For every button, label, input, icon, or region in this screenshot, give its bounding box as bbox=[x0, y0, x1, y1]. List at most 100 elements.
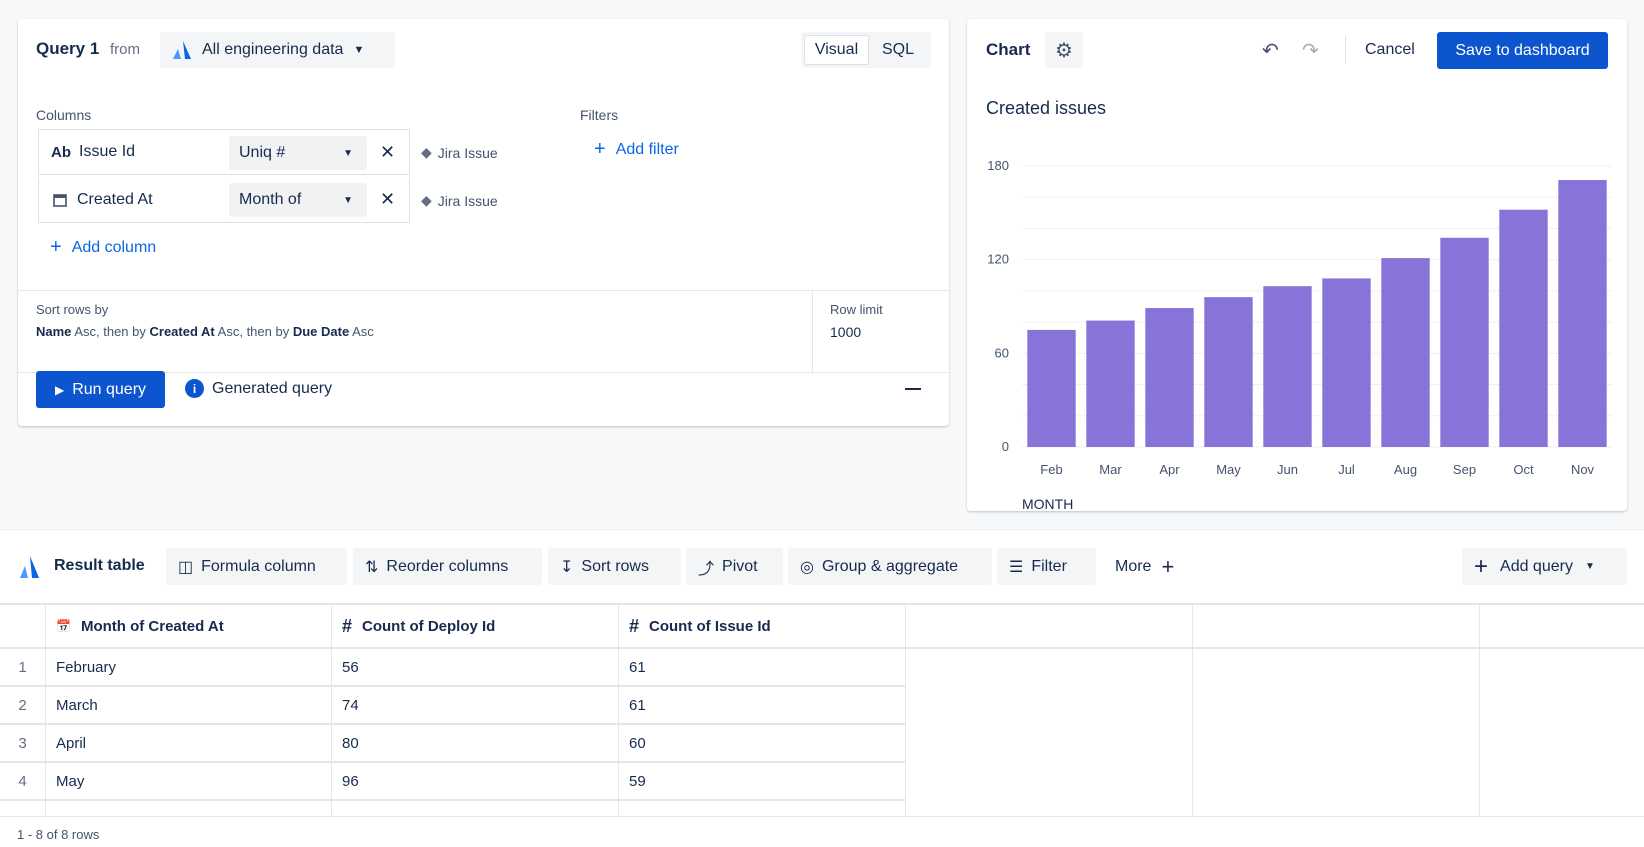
add-column-label: Add column bbox=[71, 239, 157, 256]
column-row[interactable]: Created At Month of ▼ ✕ bbox=[38, 177, 410, 223]
chart-panel: Chart ⚙ ↶ ↷ Cancel Save to dashboard Cre… bbox=[967, 19, 1627, 511]
tool-label: Sort rows bbox=[581, 557, 649, 575]
plus-icon: + bbox=[1474, 552, 1489, 580]
sort-rows-button[interactable]: ↧ Sort rows bbox=[548, 548, 681, 585]
column-header[interactable]: 📅 Month of Created At bbox=[46, 605, 332, 649]
source-select[interactable]: All engineering data ▼ bbox=[160, 32, 395, 68]
sort-summary[interactable]: Name Asc, then by Created At Asc, then b… bbox=[36, 324, 374, 339]
empty-cell[interactable] bbox=[906, 687, 1193, 725]
remove-column-icon[interactable]: ✕ bbox=[380, 141, 396, 162]
empty-cell[interactable] bbox=[1193, 687, 1480, 725]
add-query-button[interactable]: + Add query ▼ bbox=[1462, 548, 1627, 585]
empty-cell[interactable] bbox=[906, 763, 1193, 801]
row-number: 3 bbox=[0, 725, 46, 763]
empty-cell[interactable] bbox=[906, 801, 1193, 816]
empty-cell[interactable] bbox=[1480, 801, 1644, 816]
empty-cell[interactable] bbox=[906, 725, 1193, 763]
pivot-icon: ⤴ bbox=[698, 560, 715, 578]
empty-cell[interactable] bbox=[1480, 763, 1644, 801]
table-cell[interactable] bbox=[619, 801, 906, 816]
empty-cell[interactable] bbox=[906, 649, 1193, 687]
empty-cell[interactable] bbox=[1193, 649, 1480, 687]
cell-text: May bbox=[56, 772, 85, 790]
table-cell[interactable]: 96 bbox=[332, 763, 619, 801]
row-limit-input[interactable]: 1000 bbox=[830, 324, 862, 340]
add-column-button[interactable]: + Add column bbox=[50, 236, 157, 258]
reorder-columns-button[interactable]: ⇅ Reorder columns bbox=[353, 548, 542, 585]
more-label: More bbox=[1115, 557, 1152, 575]
table-cell[interactable] bbox=[332, 801, 619, 816]
empty-cell[interactable] bbox=[1480, 687, 1644, 725]
bar bbox=[1145, 308, 1194, 447]
play-icon: ▶ bbox=[54, 382, 65, 397]
empty-cell[interactable] bbox=[1193, 763, 1480, 801]
source-label: All engineering data bbox=[202, 41, 344, 58]
save-to-dashboard-button[interactable]: Save to dashboard bbox=[1437, 32, 1608, 69]
undo-icon[interactable]: ↶ bbox=[1262, 40, 1279, 62]
table-cell[interactable]: 74 bbox=[332, 687, 619, 725]
cell-text: 96 bbox=[342, 772, 359, 790]
table-cell[interactable]: April bbox=[46, 725, 332, 763]
table-cell[interactable]: 60 bbox=[619, 725, 906, 763]
more-button[interactable]: More + bbox=[1103, 548, 1186, 585]
table-cell[interactable]: 61 bbox=[619, 687, 906, 725]
column-header[interactable]: # Count of Deploy Id bbox=[332, 605, 619, 649]
collapse-icon[interactable] bbox=[905, 388, 921, 390]
cell-text: 61 bbox=[629, 658, 646, 676]
y-tick-label: 60 bbox=[995, 345, 1009, 360]
column-header[interactable]: # Count of Issue Id bbox=[619, 605, 906, 649]
empty-cell[interactable] bbox=[1480, 725, 1644, 763]
run-query-label: Run query bbox=[72, 380, 147, 398]
bar bbox=[1204, 297, 1253, 447]
aggregation-select[interactable]: Month of ▼ bbox=[229, 183, 367, 217]
table-cell[interactable]: 56 bbox=[332, 649, 619, 687]
table-cell[interactable]: 59 bbox=[619, 763, 906, 801]
redo-icon[interactable]: ↷ bbox=[1302, 40, 1319, 62]
gear-icon[interactable]: ⚙ bbox=[1045, 32, 1083, 68]
filters-label: Filters bbox=[580, 107, 619, 123]
chart-title: Chart bbox=[986, 40, 1031, 59]
pivot-button[interactable]: ⤴ Pivot bbox=[686, 548, 783, 585]
plus-icon: + bbox=[50, 236, 62, 258]
cell-text: Count of Deploy Id bbox=[362, 617, 496, 635]
jira-diamond-icon: ◆ bbox=[421, 144, 432, 160]
group-aggregate-button[interactable]: ◎ Group & aggregate bbox=[788, 548, 992, 585]
cell-text: 59 bbox=[629, 772, 646, 790]
table-cell[interactable]: 80 bbox=[332, 725, 619, 763]
add-filter-button[interactable]: + Add filter bbox=[594, 138, 679, 160]
tab-visual[interactable]: Visual bbox=[804, 35, 869, 65]
aggregation-value: Month of bbox=[239, 191, 302, 208]
cell-text: 4 bbox=[18, 772, 27, 790]
x-axis-label: MONTH bbox=[1022, 496, 1073, 509]
number-icon: # bbox=[342, 615, 353, 636]
table-cell[interactable] bbox=[46, 801, 332, 816]
sort-dir: Asc bbox=[352, 324, 374, 339]
number-icon: # bbox=[629, 615, 640, 636]
chevron-down-icon: ▼ bbox=[353, 44, 365, 56]
calendar-icon bbox=[53, 193, 67, 207]
table-cell[interactable]: February bbox=[46, 649, 332, 687]
info-icon: i bbox=[185, 379, 204, 398]
formula-column-button[interactable]: ◫ Formula column bbox=[166, 548, 347, 585]
generated-query-toggle[interactable]: i Generated query bbox=[185, 379, 332, 398]
row-limit-label: Row limit bbox=[830, 302, 883, 317]
run-query-button[interactable]: ▶ Run query bbox=[36, 371, 165, 408]
filter-button[interactable]: ☰ Filter bbox=[997, 548, 1096, 585]
filter-icon: ☰ bbox=[1009, 558, 1024, 576]
chevron-down-icon: ▼ bbox=[1584, 561, 1595, 572]
tab-sql[interactable]: SQL bbox=[881, 41, 914, 58]
table-cell[interactable]: 61 bbox=[619, 649, 906, 687]
table-cell[interactable]: March bbox=[46, 687, 332, 725]
plus-icon: + bbox=[594, 138, 606, 160]
empty-cell[interactable] bbox=[1480, 649, 1644, 687]
row-number: 2 bbox=[0, 687, 46, 725]
remove-column-icon[interactable]: ✕ bbox=[380, 189, 396, 209]
column-row[interactable]: Ab Issue Id Uniq # ▼ ✕ bbox=[38, 129, 410, 175]
empty-cell[interactable] bbox=[1193, 725, 1480, 763]
x-tick-label: Oct bbox=[1513, 462, 1534, 477]
aggregation-select[interactable]: Uniq # ▼ bbox=[229, 136, 367, 170]
empty-cell[interactable] bbox=[1193, 801, 1480, 816]
atlassian-logo-icon bbox=[20, 556, 39, 578]
cancel-button[interactable]: Cancel bbox=[1365, 41, 1415, 58]
table-cell[interactable]: May bbox=[46, 763, 332, 801]
